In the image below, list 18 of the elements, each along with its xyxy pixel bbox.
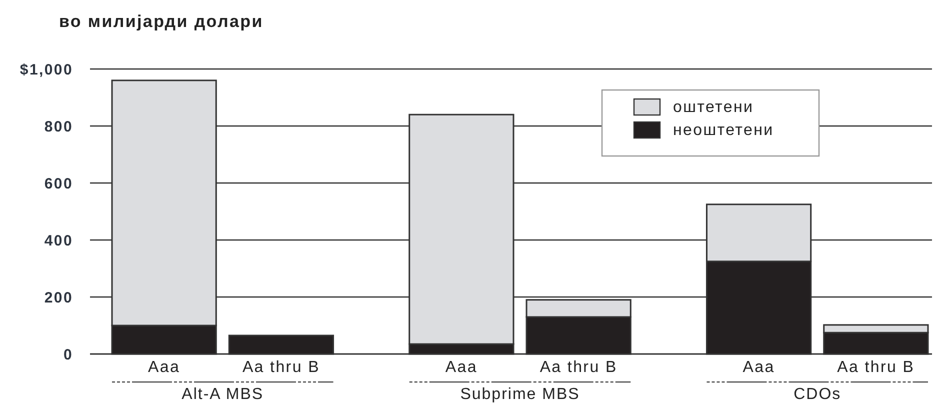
y-tick-label: 600: [44, 175, 73, 192]
legend-label: оштетени: [673, 99, 754, 116]
text: CDOs: [794, 386, 842, 403]
y-tick-label: 0: [63, 346, 73, 364]
y-tick-label: 400: [44, 232, 73, 250]
text: Subprime MBS: [460, 386, 580, 403]
x-tick-label: Aa thru B: [242, 359, 320, 376]
legend-label: неоштетени: [673, 122, 774, 139]
x-tick-label: Aaa: [148, 359, 180, 376]
x-tick-label: Aa thru B: [837, 359, 915, 376]
text: Alt-A MBS: [182, 386, 264, 403]
y-tick-label: 800: [44, 118, 73, 136]
y-tick-label: 200: [44, 289, 73, 306]
y-axis-title: во милијарди долари: [59, 12, 264, 31]
y-tick-label: $1,000: [20, 61, 73, 78]
x-tick-label: Aa thru B: [540, 359, 618, 376]
x-tick-label: Aaa: [742, 359, 775, 376]
x-tick-label: Aaa: [445, 359, 478, 376]
